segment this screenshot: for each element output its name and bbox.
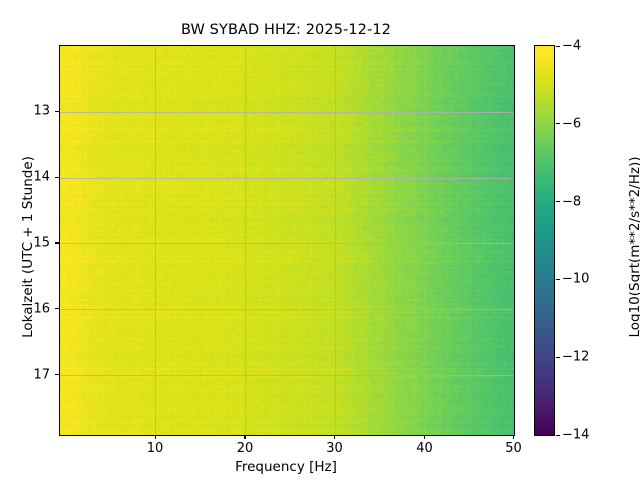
colorbar-tick bbox=[556, 123, 560, 125]
page-title: BW SYBAD HHZ: 2025-12-12 bbox=[181, 22, 391, 38]
y-axis-tick bbox=[55, 308, 59, 310]
y-axis-label: Lokalzeit (UTC + 1 Stunde) bbox=[20, 156, 36, 338]
x-axis-tick-label: 50 bbox=[505, 441, 522, 456]
spectrogram-axes bbox=[59, 45, 515, 436]
x-axis-tick bbox=[244, 435, 246, 439]
gridline-horizontal bbox=[60, 111, 514, 113]
colorbar-tick-label: −4 bbox=[562, 38, 582, 54]
colorbar-tick-label: −8 bbox=[562, 194, 582, 210]
gridline-horizontal bbox=[60, 309, 514, 311]
colorbar-tick bbox=[556, 356, 560, 358]
colorbar bbox=[534, 45, 555, 436]
x-axis-tick bbox=[423, 435, 426, 439]
y-axis-tick-label: 15 bbox=[33, 235, 50, 251]
x-axis-tick-label: 40 bbox=[416, 441, 433, 456]
colorbar-tick bbox=[556, 278, 560, 281]
y-axis-tick-label: 17 bbox=[33, 367, 50, 383]
y-axis-tick-label: 16 bbox=[33, 301, 50, 317]
y-axis-tick-label: 14 bbox=[33, 169, 50, 185]
colorbar-tick bbox=[556, 434, 560, 436]
colorbar-tick bbox=[556, 45, 560, 47]
colorbar-tick-label: −14 bbox=[562, 427, 590, 443]
spectrogram-image bbox=[60, 46, 514, 435]
gridline-horizontal bbox=[60, 243, 514, 245]
x-axis-tick-label: 10 bbox=[146, 441, 164, 456]
x-axis-tick bbox=[334, 435, 336, 439]
y-axis-tick bbox=[55, 242, 59, 244]
colorbar-tick-label: −10 bbox=[562, 271, 590, 287]
y-axis-tick bbox=[55, 176, 59, 178]
y-axis-tick-label: 13 bbox=[33, 103, 50, 119]
x-axis-label: Frequency [Hz] bbox=[235, 459, 337, 475]
colorbar-tick-label: −6 bbox=[562, 116, 582, 132]
gridline-vertical bbox=[334, 46, 336, 435]
colorbar-label: Log10(Sqrt(m**2/s**2/Hz)) bbox=[627, 156, 640, 338]
gridline-horizontal bbox=[60, 375, 514, 377]
x-axis-tick bbox=[513, 435, 515, 439]
colorbar-tick-label: −12 bbox=[562, 349, 590, 365]
gridline-vertical bbox=[155, 46, 157, 435]
colorbar-tick bbox=[556, 201, 560, 203]
gridline-vertical bbox=[424, 46, 426, 435]
x-axis-tick bbox=[154, 435, 156, 439]
gridline-vertical bbox=[245, 46, 247, 435]
x-axis-tick-label: 20 bbox=[236, 441, 254, 456]
y-axis-tick bbox=[55, 374, 59, 376]
y-axis-tick bbox=[55, 110, 59, 112]
gridline-horizontal bbox=[60, 177, 514, 179]
x-axis-tick-label: 30 bbox=[326, 441, 343, 456]
